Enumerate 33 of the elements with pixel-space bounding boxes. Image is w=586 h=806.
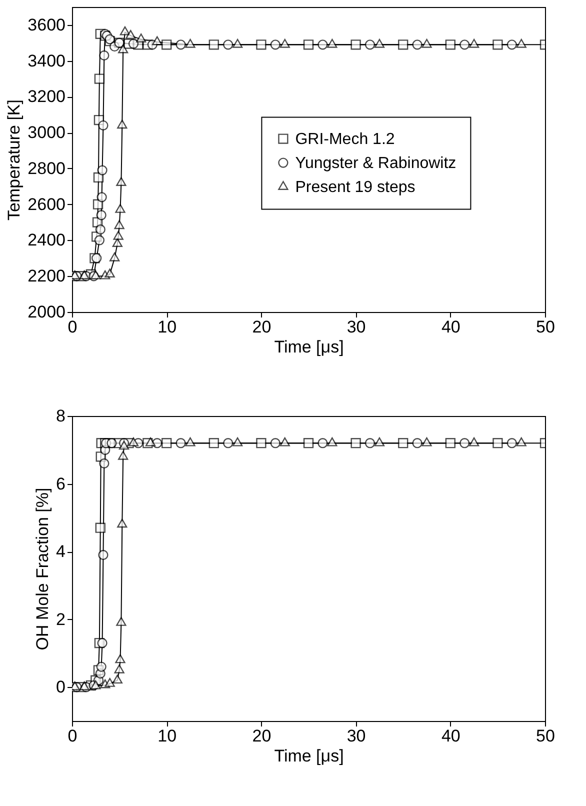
x-tick-label: 30 [346, 726, 366, 746]
x-tick-label: 50 [536, 318, 555, 336]
y-tick-label: 3200 [28, 87, 66, 106]
x-tick-label: 0 [68, 318, 78, 336]
legend-label: Present 19 steps [295, 178, 416, 196]
legend-label: GRI-Mech 1.2 [295, 130, 395, 148]
y-tick-label: 6 [56, 474, 66, 494]
y-tick-label: 2 [56, 610, 66, 629]
x-tick-label: 10 [158, 318, 177, 336]
x-tick-label: 20 [252, 726, 272, 746]
x-tick-label: 40 [441, 726, 460, 746]
y-tick-label: 3000 [28, 123, 66, 142]
y-tick-label: 2200 [28, 266, 66, 286]
x-tick-label: 50 [536, 726, 555, 746]
x-axis-title: Time [μs] [274, 338, 344, 356]
legend-label: Yungster & Rabinowitz [295, 154, 456, 172]
y-tick-label: 8 [56, 406, 66, 426]
y-axis-title: OH Mole Fraction [%] [33, 488, 52, 650]
x-tick-label: 0 [68, 726, 78, 746]
y-tick-label: 3600 [28, 15, 66, 34]
y-tick-label: 2600 [28, 194, 66, 214]
x-axis-title: Time [μs] [274, 746, 344, 766]
y-tick-label: 0 [56, 678, 66, 697]
y-tick-label: 2000 [28, 302, 66, 322]
x-tick-label: 10 [158, 726, 177, 746]
y-tick-label: 4 [56, 542, 66, 562]
y-tick-label: 3400 [28, 51, 66, 70]
x-tick-label: 30 [346, 318, 366, 336]
y-tick-label: 2800 [28, 158, 66, 178]
y-axis-title: Temperature [K] [4, 100, 24, 220]
x-tick-label: 20 [252, 318, 272, 336]
y-tick-label: 2400 [28, 230, 66, 250]
x-tick-label: 40 [441, 318, 460, 336]
